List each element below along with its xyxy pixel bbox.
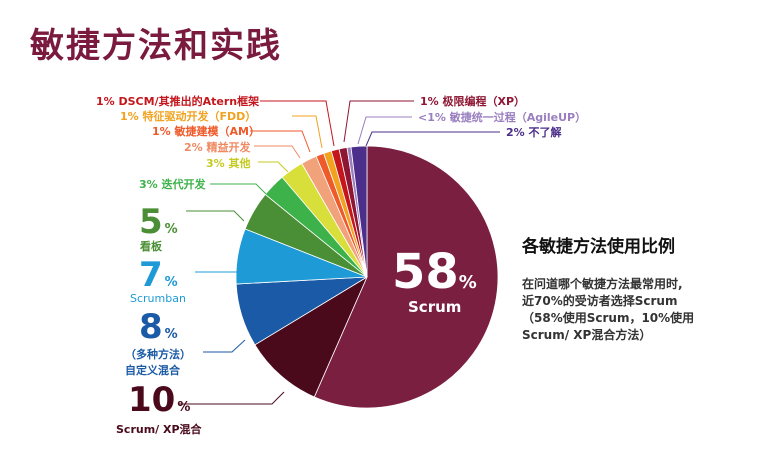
lean-label: 2% 精益开发 — [184, 141, 251, 154]
custom-label-line1: （多种方法） — [125, 348, 191, 361]
scrum-label: Scrum — [408, 298, 462, 316]
leader-line-11 — [357, 116, 412, 145]
leader-line-3 — [186, 210, 245, 222]
side-line: Scrum/ XP混合方法） — [522, 328, 652, 342]
agileup-label: <1% 敏捷统一过程（AgileUP） — [418, 111, 587, 124]
scrum-percent: 58% — [392, 244, 477, 300]
leader-line-8 — [292, 115, 323, 149]
xpmix-percent: 10% — [128, 380, 191, 420]
xp-label: 1% 极限编程（XP） — [420, 95, 526, 108]
custom-percent: 8% — [139, 307, 178, 347]
side-heading: 各敏捷方法使用比例 — [522, 237, 675, 257]
iter-label: 3% 迭代开发 — [139, 178, 206, 191]
leader-line-10 — [343, 100, 414, 143]
side-line: （58%使用Scrum，10%使用 — [522, 311, 695, 325]
side-line: 在问道哪个敏捷方法最常用时, — [522, 277, 683, 291]
scrumban-label: Scrumban — [130, 292, 186, 305]
dscm-label: 1% DSCM/其推出的Atern框架 — [96, 95, 260, 108]
leader-line-1 — [203, 339, 246, 353]
leader-line-6 — [254, 145, 301, 159]
leader-line-7 — [250, 130, 311, 153]
scrumban-percent: 7% — [139, 255, 178, 295]
xpmix-label: Scrum/ XP混合 — [116, 423, 202, 436]
leader-line-12 — [365, 131, 500, 147]
unknown-label: 2% 不了解 — [506, 126, 562, 139]
side-line: 近70%的受访者选择Scrum — [522, 294, 678, 308]
pie-slice-1 — [254, 276, 368, 398]
leader-line-0 — [178, 391, 285, 405]
kanban-label: 看板 — [140, 240, 162, 253]
leader-line-4 — [210, 183, 267, 195]
pie-slice-13 — [350, 145, 368, 278]
side-description: 在问道哪个敏捷方法最常用时, 近70%的受访者选择Scrum （58%使用Scr… — [522, 276, 694, 344]
pie-slice-0 — [313, 145, 499, 409]
custom-label-line2: 自定义混合 — [125, 364, 180, 377]
leader-line-5 — [258, 161, 289, 173]
leader-line-9 — [260, 100, 335, 147]
page-title: 敏捷方法和实践 — [30, 26, 282, 66]
fdd-label: 1% 特征驱动开发（FDD） — [120, 110, 257, 123]
kanban-percent: 5% — [139, 202, 178, 242]
other-label: 3% 其他 — [206, 157, 251, 170]
am-label: 1% 敏捷建模（AM） — [152, 125, 260, 138]
